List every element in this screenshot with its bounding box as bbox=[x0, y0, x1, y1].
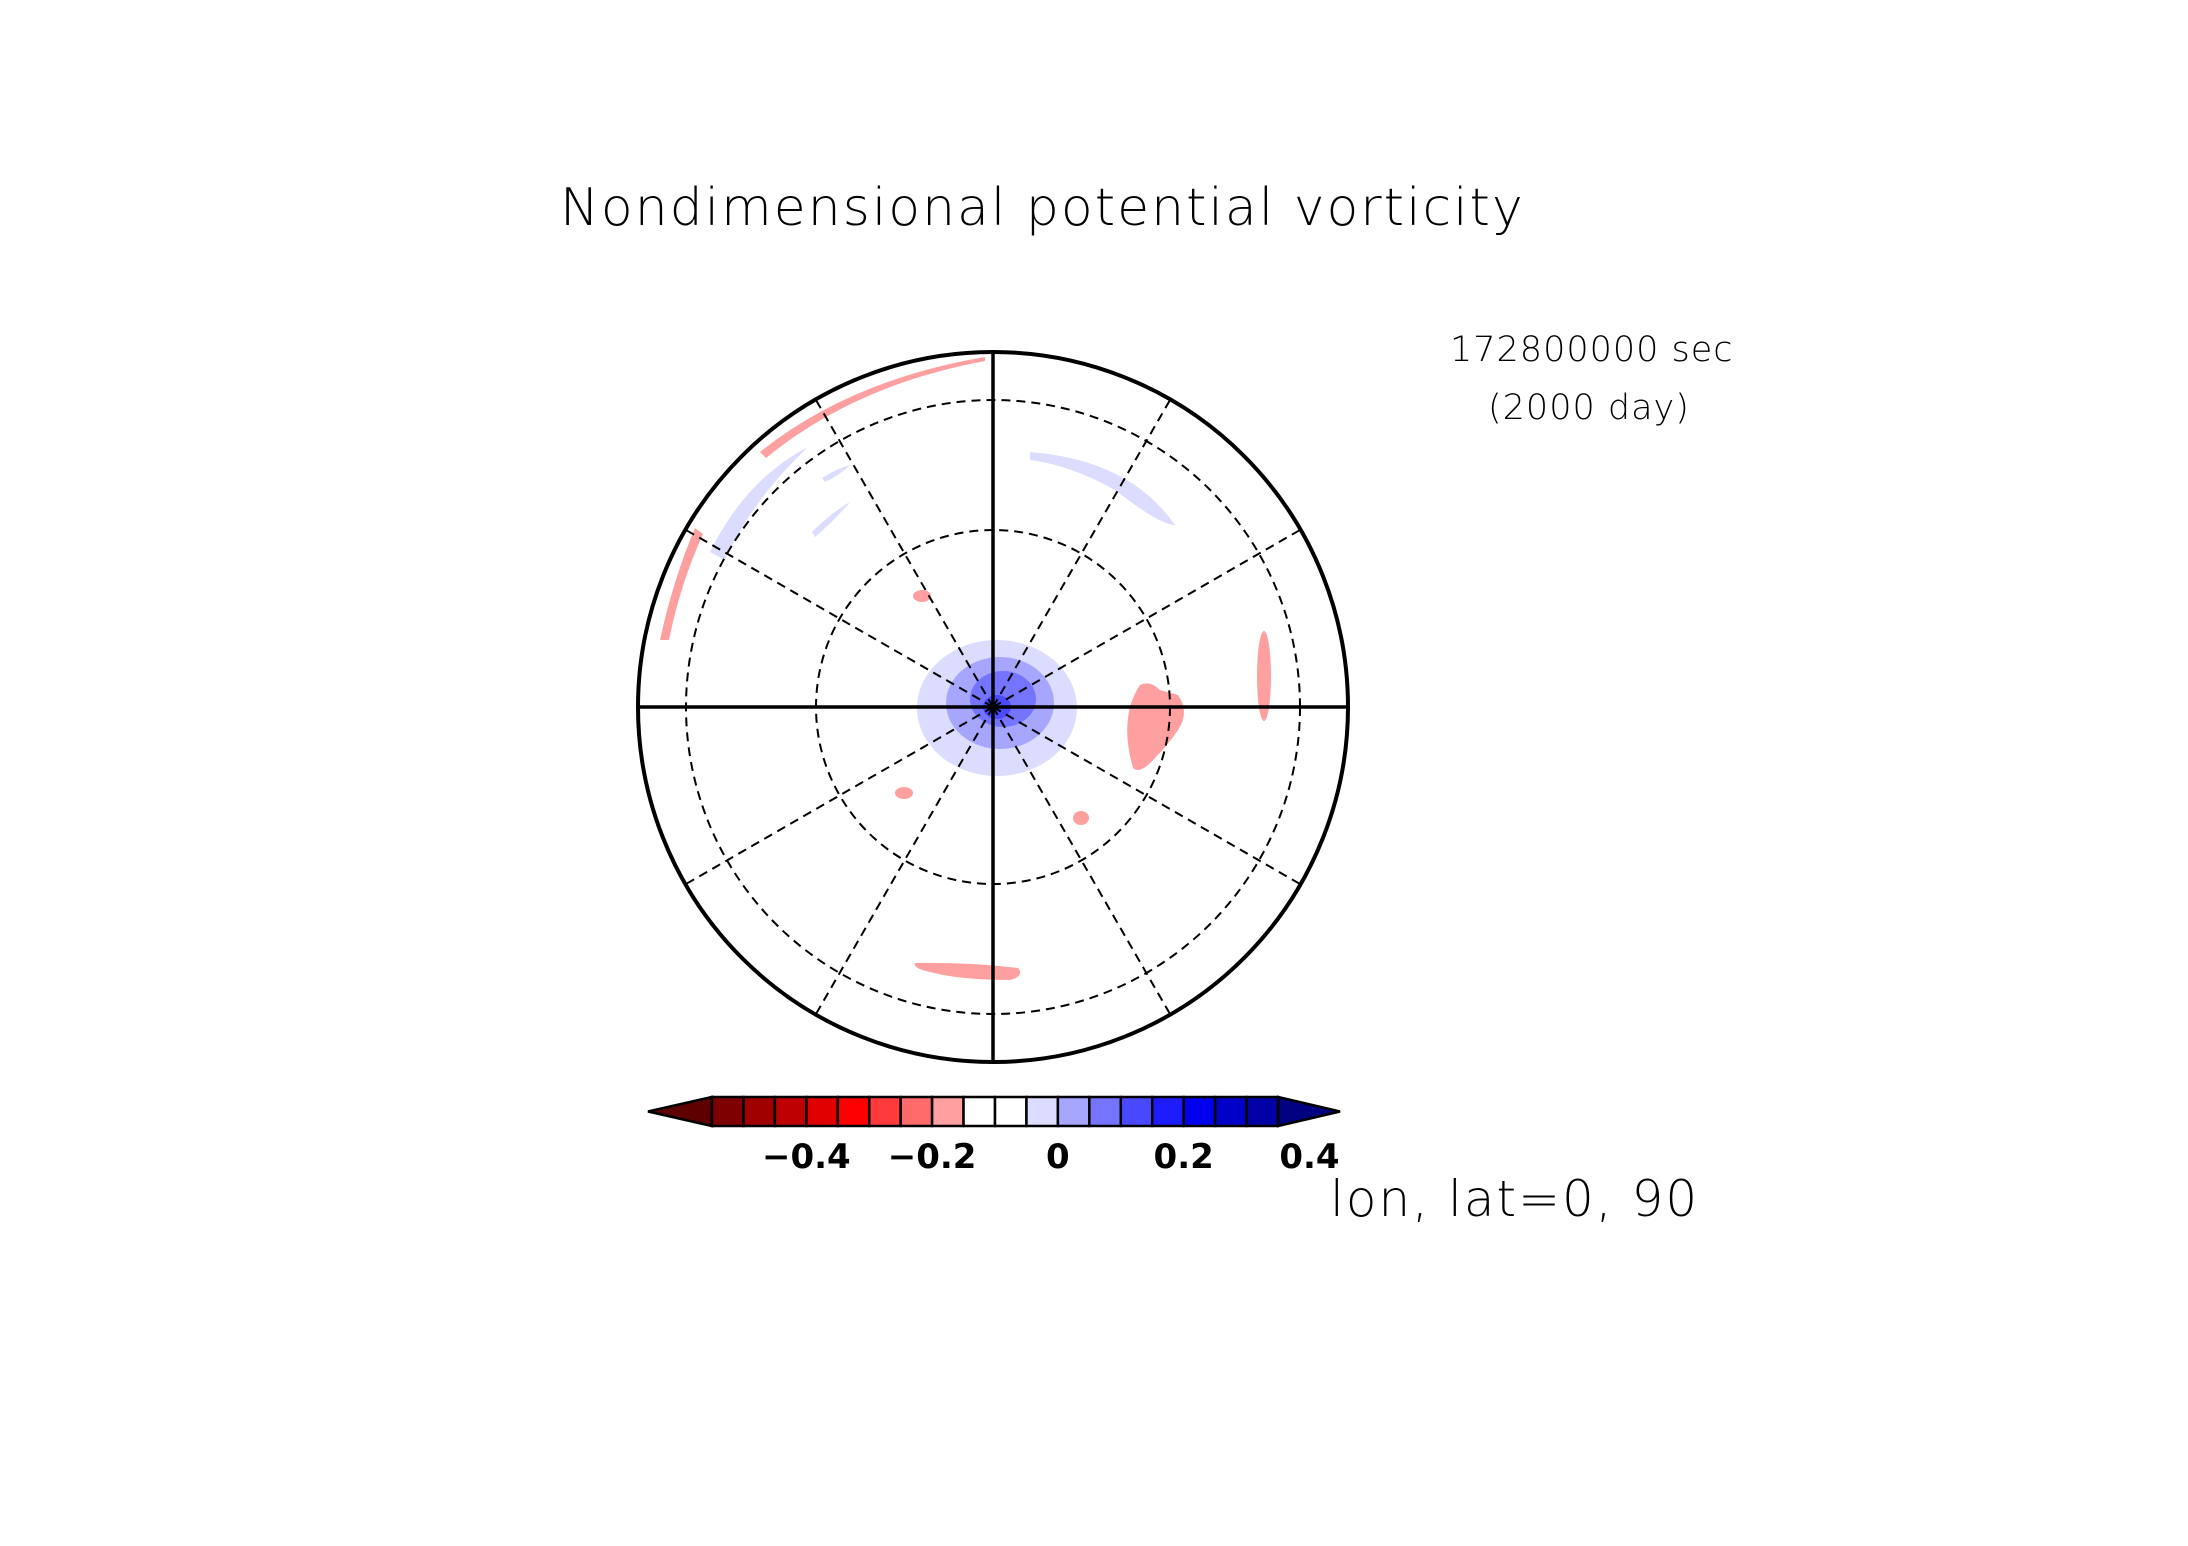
colorbar-bin bbox=[773, 1095, 808, 1128]
colorbar-bin bbox=[805, 1095, 840, 1128]
negative-patch-nw bbox=[913, 590, 931, 602]
colorbar-bin bbox=[1025, 1095, 1060, 1128]
lon-lat-label: lon, lat=0, 90 bbox=[1330, 1170, 1700, 1228]
colorbar-over-arrow bbox=[1276, 1095, 1341, 1128]
colorbar-bin bbox=[710, 1095, 745, 1128]
colorbar-bin bbox=[867, 1095, 902, 1128]
colorbar-bin bbox=[1213, 1095, 1248, 1128]
colorbar-bin bbox=[899, 1095, 934, 1128]
positive-streak-1 bbox=[822, 465, 850, 482]
equator-boundary bbox=[636, 350, 1350, 1064]
negative-patch-east bbox=[1127, 683, 1184, 771]
negative-patch-se bbox=[1073, 811, 1089, 825]
colorbar-bin bbox=[1182, 1095, 1217, 1128]
colorbar-tick-label: 0.2 bbox=[1154, 1137, 1214, 1177]
colorbar-bin bbox=[1150, 1095, 1185, 1128]
main-axes bbox=[638, 352, 1348, 1062]
colorbar: −0.4 −0.2 0 0.2 0.4 bbox=[647, 1095, 1341, 1177]
colorbar-tick-label: −0.2 bbox=[888, 1137, 977, 1177]
colorbar-bin bbox=[1056, 1095, 1091, 1128]
colorbar-bin bbox=[962, 1095, 997, 1128]
positive-arc-upper-left bbox=[710, 447, 808, 560]
negative-patch-sw bbox=[895, 787, 913, 799]
meridian-240 bbox=[685, 706, 994, 885]
colorbar-bin bbox=[930, 1095, 965, 1128]
colorbar-tick-label: 0 bbox=[1046, 1137, 1070, 1177]
positive-arc-upper-right bbox=[1030, 452, 1175, 525]
meridian-60 bbox=[992, 529, 1301, 708]
colorbar-bin bbox=[742, 1095, 777, 1128]
colorbar-bin bbox=[1245, 1095, 1280, 1128]
colorbar-bin bbox=[1088, 1095, 1123, 1128]
negative-arc-left bbox=[660, 528, 703, 640]
time-days-label: (2000 day) bbox=[1488, 388, 1690, 428]
negative-patch-far-east bbox=[1257, 631, 1271, 721]
positive-streak-2 bbox=[812, 502, 850, 537]
time-seconds-label: 172800000 sec bbox=[1450, 330, 1734, 370]
colorbar-bin bbox=[836, 1095, 871, 1128]
colorbar-bin bbox=[993, 1095, 1028, 1128]
colorbar-bin bbox=[1119, 1095, 1154, 1128]
colorbar-tick-label: −0.4 bbox=[762, 1137, 851, 1177]
negative-patch-south bbox=[914, 962, 1021, 980]
chart-title: Nondimensional potential vorticity bbox=[560, 178, 1525, 238]
colorbar-under-arrow bbox=[647, 1095, 714, 1128]
contour-fills bbox=[660, 357, 1271, 980]
meridian-30 bbox=[992, 399, 1171, 708]
colorbar-tick-label: 0.4 bbox=[1279, 1137, 1339, 1177]
